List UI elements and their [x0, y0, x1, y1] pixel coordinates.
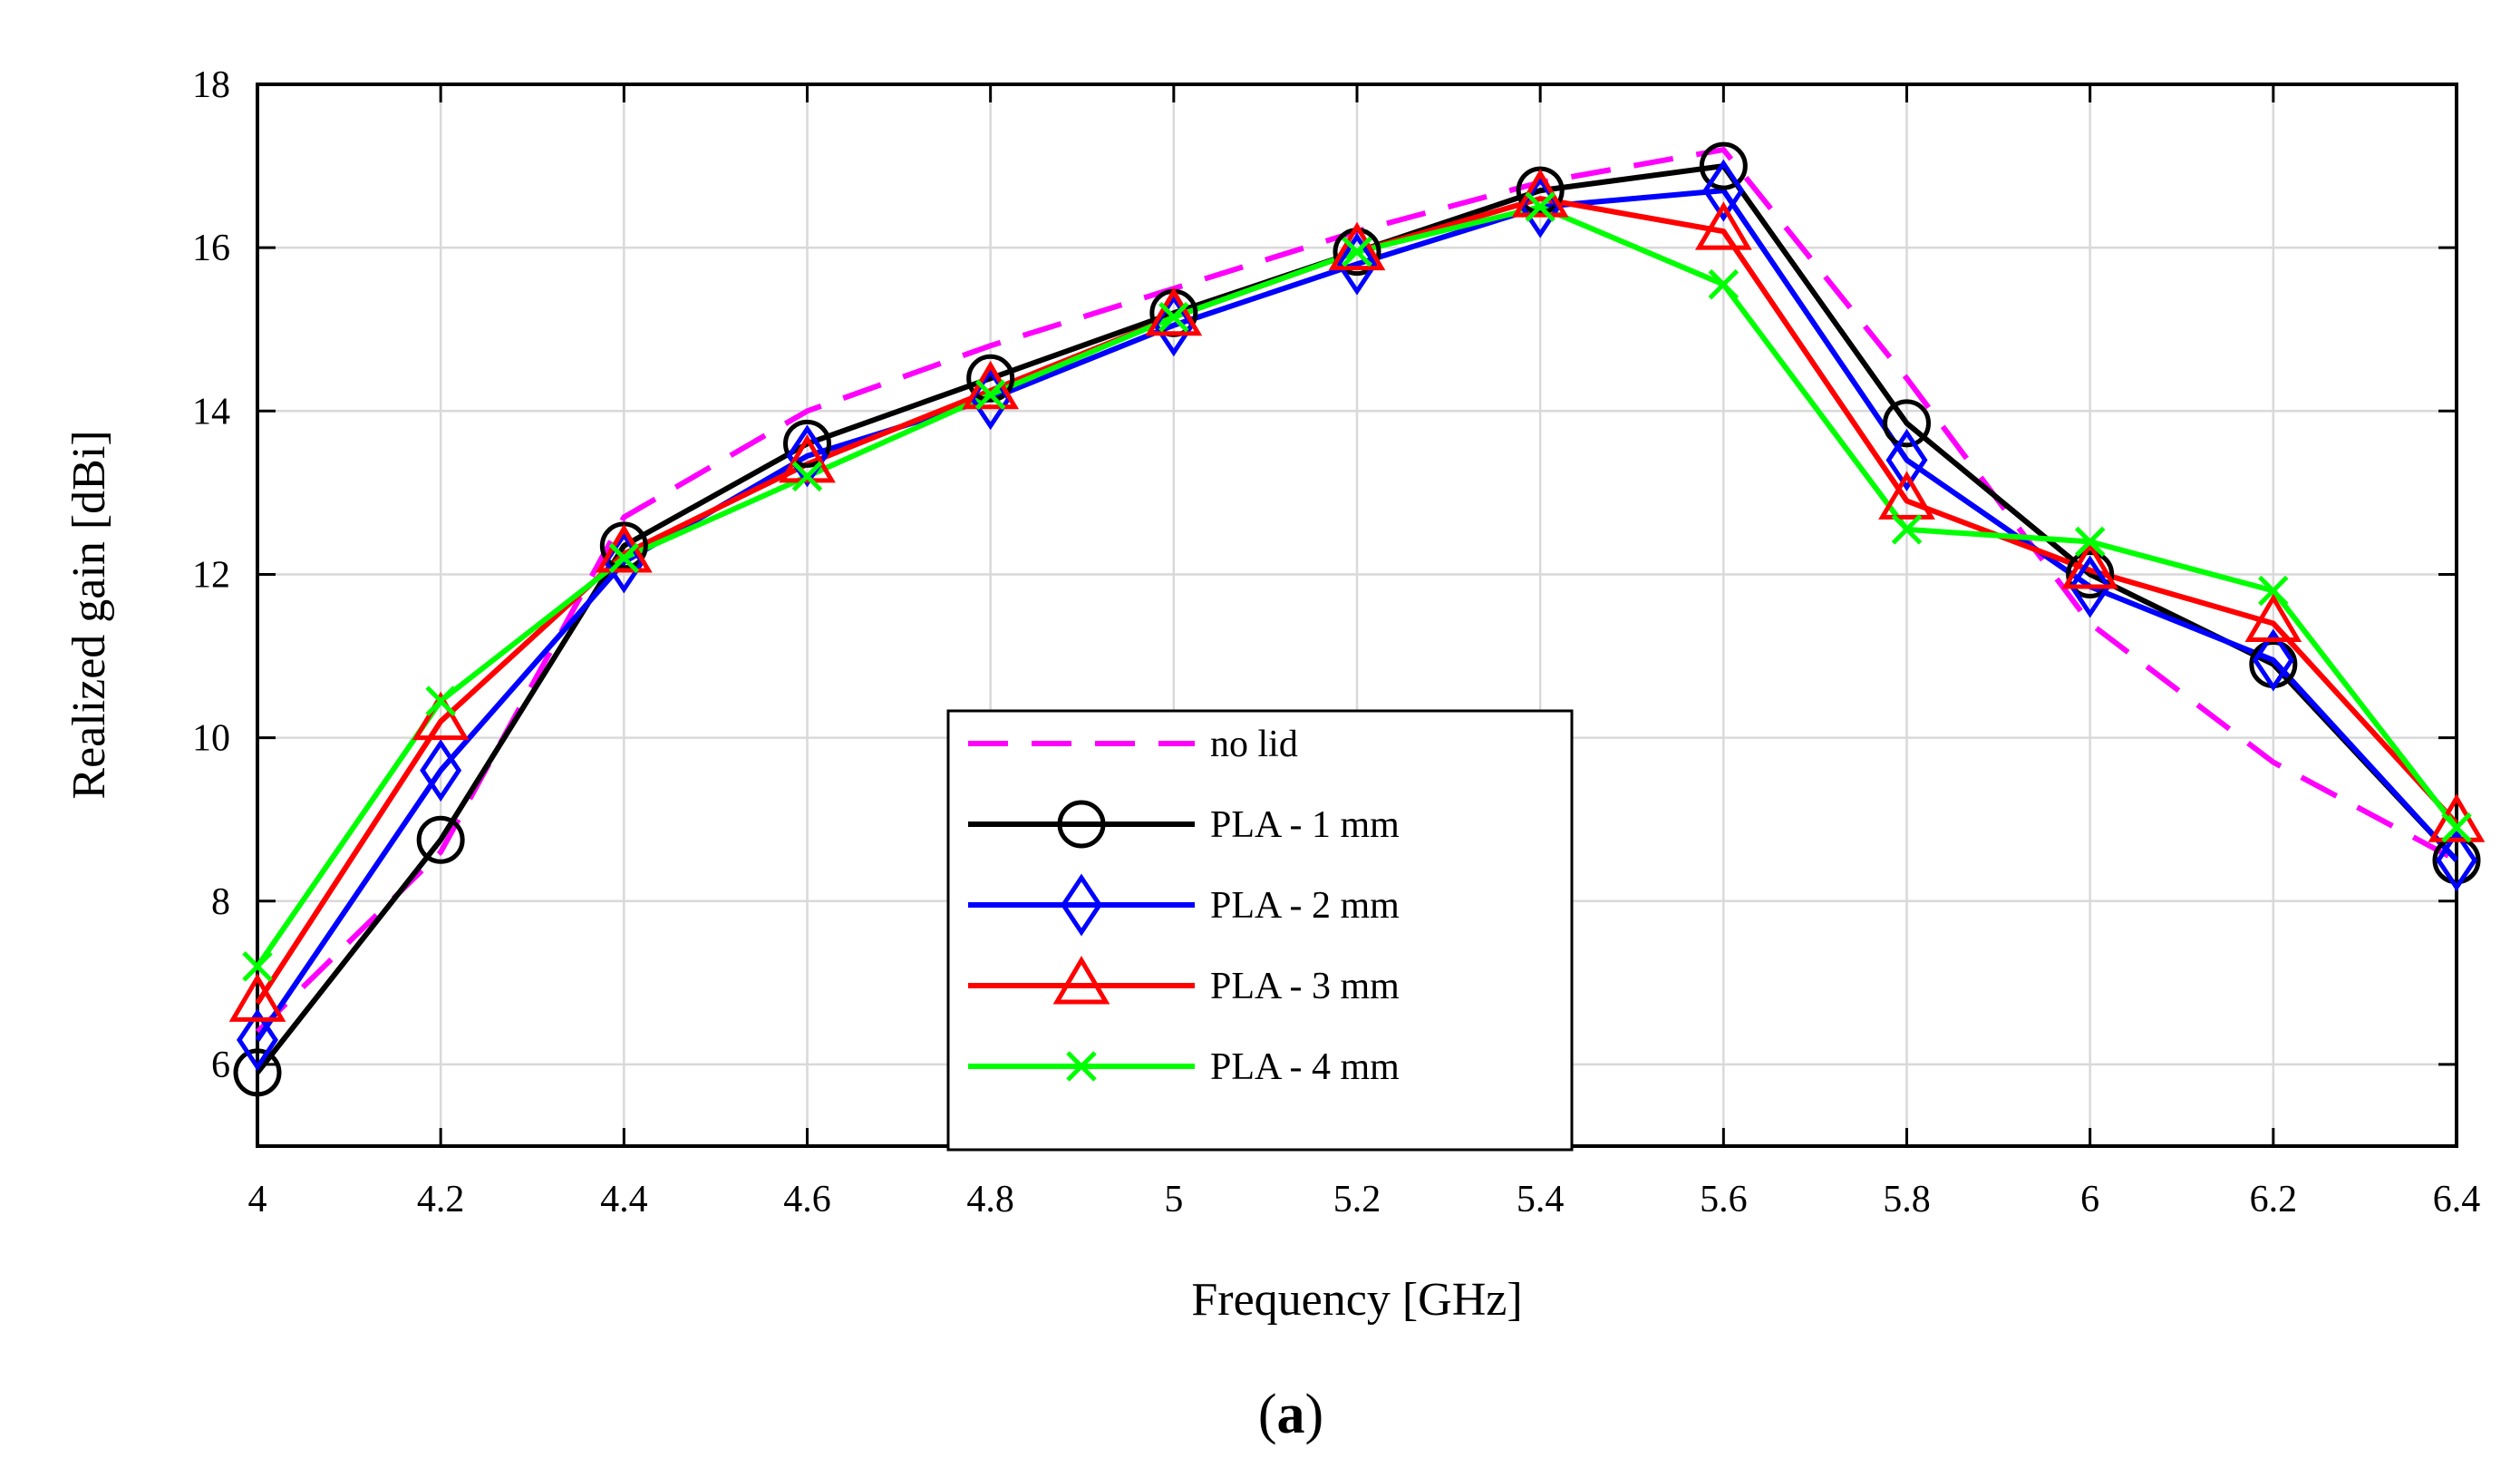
data-point-pla-3-mm: [2428, 793, 2486, 842]
y-tick-label: 10: [192, 718, 230, 760]
y-tick-label: 12: [192, 554, 230, 596]
x-tick-label: 5.8: [1883, 1179, 1931, 1220]
data-point-pla-4-mm: [974, 379, 1006, 411]
data-point-pla-4-mm: [791, 461, 823, 492]
y-tick-label: 18: [192, 64, 230, 106]
data-point-pla-3-mm: [2061, 540, 2119, 589]
data-point-pla-3-mm: [962, 360, 1020, 410]
data-point-pla-1-mm: [233, 1048, 282, 1097]
caption-close-paren: ): [1305, 1384, 1324, 1445]
legend-items: no lid PLA - 1 mm PLA - 2 mm PLA - 3 mm PLA …: [968, 724, 1400, 1088]
x-tick-label: 5.6: [1700, 1179, 1748, 1220]
data-point-pla-2-mm: [236, 1008, 279, 1072]
legend-label-no-lid: no lid: [1210, 724, 1298, 765]
data-point-pla-2-mm: [2435, 829, 2478, 892]
data-point-pla-1-mm: [1883, 399, 1931, 448]
x-tick-label: 5.4: [1517, 1179, 1565, 1220]
legend: no lid PLA - 1 mm PLA - 2 mm PLA - 3 mm PLA …: [946, 709, 1574, 1152]
x-tick-label: 6.2: [2250, 1179, 2298, 1220]
legend-marker-pla-4-mm: [1066, 1051, 1097, 1082]
data-point-pla-3-mm: [1328, 221, 1386, 271]
data-point-pla-1-mm: [783, 419, 831, 468]
data-point-pla-3-mm: [1145, 287, 1203, 336]
y-axis-label: Realized gain [dBi]: [63, 430, 115, 799]
data-point-pla-3-mm: [228, 973, 286, 1022]
data-point-pla-4-mm: [1158, 301, 1189, 333]
data-point-pla-4-mm: [2074, 526, 2106, 558]
x-tick-label: 6: [2080, 1179, 2099, 1220]
data-point-pla-4-mm: [242, 951, 273, 982]
legend-label-pla-1-mm: PLA - 1 mm: [1210, 804, 1400, 846]
data-point-pla-2-mm: [1702, 159, 1745, 222]
data-point-pla-1-mm: [966, 354, 1015, 403]
data-point-pla-4-mm: [608, 542, 640, 574]
data-point-pla-1-mm: [1699, 141, 1748, 190]
data-point-pla-3-mm: [412, 691, 470, 741]
data-point-pla-2-mm: [786, 424, 829, 488]
data-point-pla-1-mm: [416, 815, 465, 864]
y-tick-label: 8: [211, 881, 230, 923]
data-point-pla-3-mm: [779, 433, 836, 483]
x-tick-label: 4.6: [783, 1179, 831, 1220]
data-point-pla-4-mm: [2258, 575, 2289, 607]
legend-marker-pla-2-mm: [1060, 873, 1103, 937]
legend-label-pla-2-mm: PLA - 2 mm: [1210, 885, 1400, 927]
data-point-pla-2-mm: [2069, 555, 2111, 618]
legend-label-pla-4-mm: PLA - 4 mm: [1210, 1046, 1400, 1088]
legend-marker-pla-1-mm: [1057, 800, 1106, 849]
data-point-pla-3-mm: [595, 524, 653, 573]
data-point-pla-1-mm: [1516, 166, 1565, 215]
figure-caption: (a): [1258, 1384, 1323, 1445]
data-point-pla-4-mm: [1525, 191, 1556, 222]
x-tick-label: 6.4: [2433, 1179, 2481, 1220]
data-point-pla-4-mm: [2441, 812, 2472, 843]
data-point-pla-1-mm: [2066, 549, 2115, 598]
y-tick-label: 6: [211, 1045, 230, 1086]
data-point-pla-2-mm: [420, 739, 462, 802]
data-point-pla-2-mm: [2252, 628, 2294, 692]
x-tick-label: 5.2: [1333, 1179, 1381, 1220]
data-point-pla-1-mm: [599, 521, 648, 570]
x-tick-label: 5: [1164, 1179, 1183, 1220]
data-point-pla-3-mm: [1878, 471, 1935, 520]
data-point-pla-2-mm: [1335, 232, 1379, 296]
data-point-pla-2-mm: [1885, 428, 1928, 491]
x-tick-label: 4.8: [966, 1179, 1014, 1220]
x-axis-label: Frequency [GHz]: [1191, 1274, 1522, 1326]
caption-open-paren: (: [1258, 1384, 1277, 1445]
x-tick-labels: 4 4.2 4.4 4.6 4.8 5 5.2 5.4 5.6 5.8 6 6.2 6.4: [248, 1179, 2481, 1220]
x-tick-label: 4: [248, 1179, 267, 1220]
y-tick-label: 14: [192, 391, 230, 433]
data-point-pla-3-mm: [2244, 593, 2302, 643]
y-tick-label: 16: [192, 228, 230, 269]
x-tick-label: 4.2: [417, 1179, 465, 1220]
x-tick-label: 4.4: [600, 1179, 648, 1220]
data-point-pla-4-mm: [1342, 236, 1372, 267]
caption-letter: a: [1277, 1384, 1305, 1445]
series-markers: [228, 141, 2486, 1097]
legend-marker-pla-3-mm: [1052, 956, 1110, 1005]
legend-box: [946, 709, 1574, 1152]
data-point-pla-4-mm: [1708, 268, 1740, 300]
data-point-pla-3-mm: [1694, 201, 1752, 250]
legend-label-pla-3-mm: PLA - 3 mm: [1210, 966, 1400, 1007]
data-point-pla-4-mm: [425, 685, 456, 716]
data-point-pla-4-mm: [1891, 514, 1923, 545]
y-tick-labels: 6 8 10 12 14 16 18: [192, 64, 230, 1086]
